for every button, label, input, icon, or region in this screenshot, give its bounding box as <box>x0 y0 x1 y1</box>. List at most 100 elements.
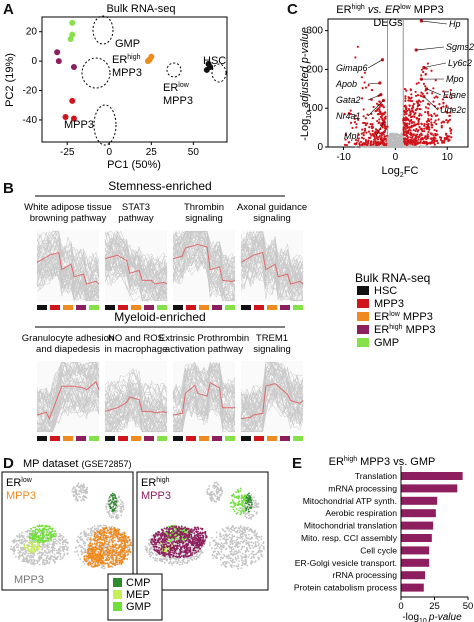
umap-cell <box>123 540 126 542</box>
umap-cell <box>53 549 55 552</box>
umap-cell <box>215 490 218 493</box>
umap-cell <box>234 550 236 553</box>
umap-cell <box>125 546 128 548</box>
volcano-point <box>360 143 364 147</box>
sample-group-color-bar <box>131 305 141 310</box>
umap-cell <box>58 533 61 535</box>
volcano-point <box>416 133 419 136</box>
pathway-title: Granulocyte adhesion <box>22 333 114 344</box>
umap-cell <box>44 539 47 542</box>
umap-cell <box>92 549 94 552</box>
volcano-point <box>414 124 417 127</box>
umap-cell <box>30 555 33 557</box>
umap-cell <box>19 546 22 549</box>
volcano-point <box>396 139 399 143</box>
umap-cell <box>13 550 16 553</box>
umap-cell <box>81 497 84 500</box>
umap-cell <box>114 534 117 537</box>
umap-cell <box>231 541 233 544</box>
gene-profile-line <box>240 378 304 425</box>
volcano-point <box>396 133 399 136</box>
umap-cell <box>76 540 79 542</box>
umap-cell <box>87 544 90 547</box>
umap-cell <box>63 552 66 555</box>
umap-cell <box>181 559 184 562</box>
volcano-point <box>435 122 438 126</box>
umap-cell <box>219 495 222 497</box>
umap-cell <box>248 541 251 543</box>
umap-cell <box>84 542 86 544</box>
umap-cell <box>26 559 29 562</box>
umap-cell <box>30 528 33 530</box>
umap-cell <box>29 551 32 554</box>
umap-cell <box>233 561 236 563</box>
umap-cell <box>27 548 30 551</box>
volcano-point <box>425 138 428 141</box>
umap-cell <box>106 553 108 556</box>
umap-cell <box>116 537 119 539</box>
umap-cell <box>102 534 105 537</box>
umap-cell <box>76 550 79 553</box>
umap-cell <box>257 556 259 559</box>
gene-profile-line <box>36 236 100 281</box>
umap-cell <box>181 561 184 564</box>
umap-cell <box>80 484 83 487</box>
umap-cell <box>228 529 231 532</box>
sample-group-color-bar <box>186 436 196 441</box>
umap-cell <box>91 526 94 529</box>
umap-cell <box>177 562 179 564</box>
volcano-point <box>412 121 415 124</box>
umap-cell <box>200 550 203 553</box>
umap-cell <box>117 554 120 556</box>
volcano-point <box>382 145 385 149</box>
volcano-point <box>432 134 435 137</box>
erhigh-group-label: ERhigh <box>112 54 141 66</box>
volcano-point <box>373 138 376 141</box>
umap-cell <box>110 525 113 528</box>
umap-cell <box>116 563 119 566</box>
gene-profile-line <box>104 238 168 283</box>
umap-cell <box>112 502 115 504</box>
volcano-point <box>382 138 385 141</box>
umap-cell <box>223 545 226 548</box>
pathway-mean-line <box>104 396 168 414</box>
umap-cell <box>95 564 98 567</box>
umap-cell <box>91 556 94 559</box>
umap-cell <box>103 524 105 527</box>
legend-swatch <box>357 312 369 321</box>
volcano-point <box>445 104 448 107</box>
umap-cell <box>244 513 247 515</box>
umap-cell <box>46 560 48 563</box>
volcano-point <box>404 99 407 103</box>
volcano-point <box>403 87 407 91</box>
panel-a-xtick-label: -25 <box>60 147 75 158</box>
umap-cell <box>161 560 164 563</box>
umap-cell <box>126 546 129 549</box>
umap-cell <box>256 538 259 540</box>
gene-point-mpo <box>419 77 423 81</box>
gene-label-gimap6: Gimap6 <box>336 63 368 73</box>
umap-cell <box>84 533 87 536</box>
volcano-point <box>420 68 424 71</box>
umap-cell <box>113 527 116 530</box>
volcano-point <box>401 141 404 145</box>
volcano-point <box>356 45 359 48</box>
umap-cell <box>114 539 116 542</box>
umap-cell <box>108 539 111 542</box>
panel-a-frame <box>41 16 228 143</box>
umap-cell <box>256 552 259 554</box>
umap-cell <box>220 542 223 544</box>
umap-cell <box>111 550 114 553</box>
umap-cell <box>239 551 241 554</box>
umap-cell <box>97 553 99 555</box>
umap-cell <box>111 562 113 565</box>
volcano-point <box>399 144 402 147</box>
umap-cell <box>113 550 116 552</box>
umap-cell <box>234 553 237 556</box>
umap-cell <box>89 563 92 566</box>
umap-cell <box>117 496 120 499</box>
umap-cell <box>49 525 51 528</box>
umap-cell <box>240 540 242 543</box>
umap-cell <box>235 530 237 533</box>
